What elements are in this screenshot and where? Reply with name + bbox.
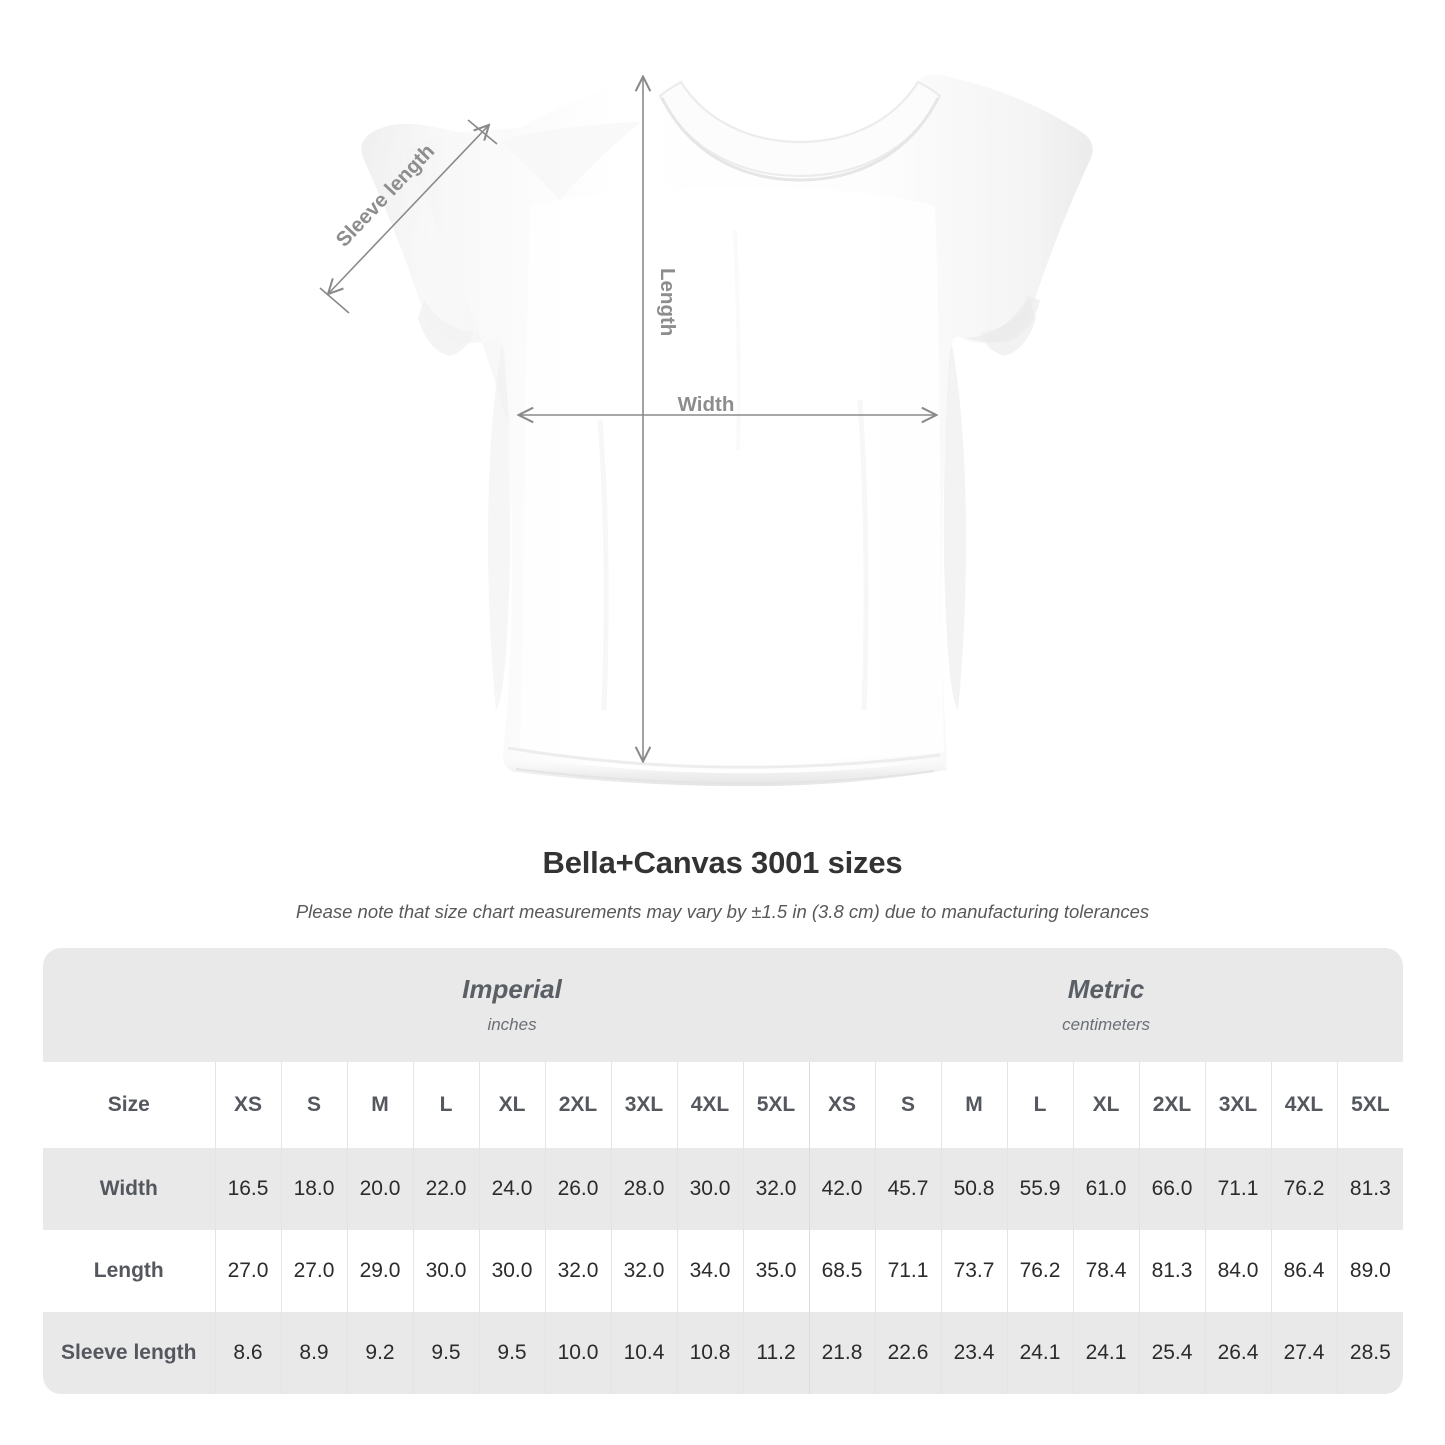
row-label-length: Length: [43, 1230, 215, 1312]
table-cell: 9.5: [478, 1312, 545, 1394]
table-cell: 24.1: [1006, 1312, 1074, 1394]
size-header-cell: 5XL: [1336, 1062, 1404, 1148]
table-cell: 32.0: [610, 1230, 677, 1312]
size-header-cell: XL: [1072, 1062, 1140, 1148]
table-cell: 25.4: [1138, 1312, 1206, 1394]
size-header-cell: L: [412, 1062, 479, 1148]
table-cell: 8.6: [214, 1312, 281, 1394]
table-cell: 18.0: [280, 1148, 347, 1230]
table-cell: 34.0: [676, 1230, 743, 1312]
table-cell: 21.8: [808, 1312, 876, 1394]
row-label-width: Width: [43, 1148, 215, 1230]
table-cell: 55.9: [1006, 1148, 1074, 1230]
table-cell: 10.0: [544, 1312, 611, 1394]
unit-group-name: Imperial: [462, 973, 562, 1004]
table-cell: 10.4: [610, 1312, 677, 1394]
table-cell: 24.1: [1072, 1312, 1140, 1394]
chart-heading: Bella+Canvas 3001 sizes Please note that…: [0, 845, 1445, 923]
size-chart-table-container: Imperial inches Metric centimeters Size XS S M L…: [43, 948, 1404, 1394]
table-cell: 30.0: [676, 1148, 743, 1230]
table-cell: 20.0: [346, 1148, 413, 1230]
table-cell: 81.3: [1336, 1148, 1404, 1230]
size-header-cell: XS: [214, 1062, 281, 1148]
unit-header-row: Imperial inches Metric centimeters: [43, 948, 1404, 1062]
unit-group-unit: inches: [487, 1014, 537, 1034]
table-cell: 66.0: [1138, 1148, 1206, 1230]
table-cell: 30.0: [478, 1230, 545, 1312]
table-cell: 32.0: [544, 1230, 611, 1312]
size-header-cell: M: [346, 1062, 413, 1148]
size-chart-table: Imperial inches Metric centimeters Size XS S M L…: [43, 948, 1404, 1394]
size-header-cell: 2XL: [1138, 1062, 1206, 1148]
unit-group-imperial: Imperial inches: [215, 948, 810, 1062]
size-header-cell: S: [280, 1062, 347, 1148]
table-cell: 76.2: [1270, 1148, 1338, 1230]
table-cell: 27.4: [1270, 1312, 1338, 1394]
size-header-cell: S: [874, 1062, 942, 1148]
table-cell: 24.0: [478, 1148, 545, 1230]
unit-group-name: Metric: [1067, 973, 1145, 1004]
table-cell: 71.1: [874, 1230, 942, 1312]
table-cell: 50.8: [940, 1148, 1008, 1230]
table-cell: 86.4: [1270, 1230, 1338, 1312]
table-row: Sleeve length 8.6 8.9 9.2 9.5 9.5 10.0 10.4 10.8…: [43, 1312, 1404, 1394]
garment-shape: [361, 74, 1093, 787]
table-cell: 8.9: [280, 1312, 347, 1394]
size-header-cell: 4XL: [1270, 1062, 1338, 1148]
width-dimension: Width: [520, 393, 935, 416]
size-header-cell: L: [1006, 1062, 1074, 1148]
table-cell: 26.4: [1204, 1312, 1272, 1394]
size-header-cell: M: [940, 1062, 1008, 1148]
table-cell: 68.5: [808, 1230, 876, 1312]
table-cell: 16.5: [214, 1148, 281, 1230]
table-cell: 28.0: [610, 1148, 677, 1230]
table-cell: 11.2: [742, 1312, 810, 1394]
table-cell: 78.4: [1072, 1230, 1140, 1312]
tolerance-note: Please note that size chart measurements…: [295, 901, 1150, 922]
table-cell: 71.1: [1204, 1148, 1272, 1230]
page-title: Bella+Canvas 3001 sizes: [542, 845, 903, 880]
table-cell: 45.7: [874, 1148, 942, 1230]
table-cell: 73.7: [940, 1230, 1008, 1312]
table-cell: 89.0: [1336, 1230, 1404, 1312]
table-cell: 30.0: [412, 1230, 479, 1312]
size-header-row: Size XS S M L XL 2XL 3XL 4XL 5XL XS S M L XL 2XL 3XL 4XL 5…: [43, 1062, 1404, 1148]
size-header-cell: 4XL: [676, 1062, 743, 1148]
table-cell: 22.6: [874, 1312, 942, 1394]
table-cell: 23.4: [940, 1312, 1008, 1394]
table-cell: 26.0: [544, 1148, 611, 1230]
table-cell: 35.0: [742, 1230, 810, 1312]
table-cell: 76.2: [1006, 1230, 1074, 1312]
table-cell: 32.0: [742, 1148, 810, 1230]
table-cell: 22.0: [412, 1148, 479, 1230]
table-cell: 27.0: [280, 1230, 347, 1312]
table-cell: 42.0: [808, 1148, 876, 1230]
width-label: Width: [678, 393, 735, 416]
row-label-sleeve-length: Sleeve length: [43, 1312, 215, 1394]
table-cell: 84.0: [1204, 1230, 1272, 1312]
length-label: Length: [656, 268, 679, 336]
size-header-cell: XS: [808, 1062, 876, 1148]
table-cell: 9.5: [412, 1312, 479, 1394]
size-header-cell: 3XL: [610, 1062, 677, 1148]
table-cell: 61.0: [1072, 1148, 1140, 1230]
tshirt-illustration: Sleeve length Length Width: [319, 74, 1093, 787]
unit-group-metric: Metric centimeters: [809, 948, 1404, 1062]
table-cell: 9.2: [346, 1312, 413, 1394]
table-cell: 10.8: [676, 1312, 743, 1394]
size-header-cell: 5XL: [742, 1062, 810, 1148]
size-header-cell: 2XL: [544, 1062, 611, 1148]
size-header-cell: 3XL: [1204, 1062, 1272, 1148]
unit-header-spacer: [43, 948, 215, 1062]
table-cell: 29.0: [346, 1230, 413, 1312]
table-row: Width 16.5 18.0 20.0 22.0 24.0 26.0 28.0 30.0 32.…: [43, 1148, 1404, 1230]
tshirt-measurement-diagram: Sleeve length Length Width: [319, 74, 1093, 787]
column-header-size: Size: [43, 1062, 215, 1148]
table-cell: 28.5: [1336, 1312, 1404, 1394]
table-cell: 27.0: [214, 1230, 281, 1312]
size-header-cell: XL: [478, 1062, 545, 1148]
table-cell: 81.3: [1138, 1230, 1206, 1312]
table-row: Length 27.0 27.0 29.0 30.0 30.0 32.0 32.0 34.0 35…: [43, 1230, 1404, 1312]
unit-group-unit: centimeters: [1062, 1014, 1151, 1034]
